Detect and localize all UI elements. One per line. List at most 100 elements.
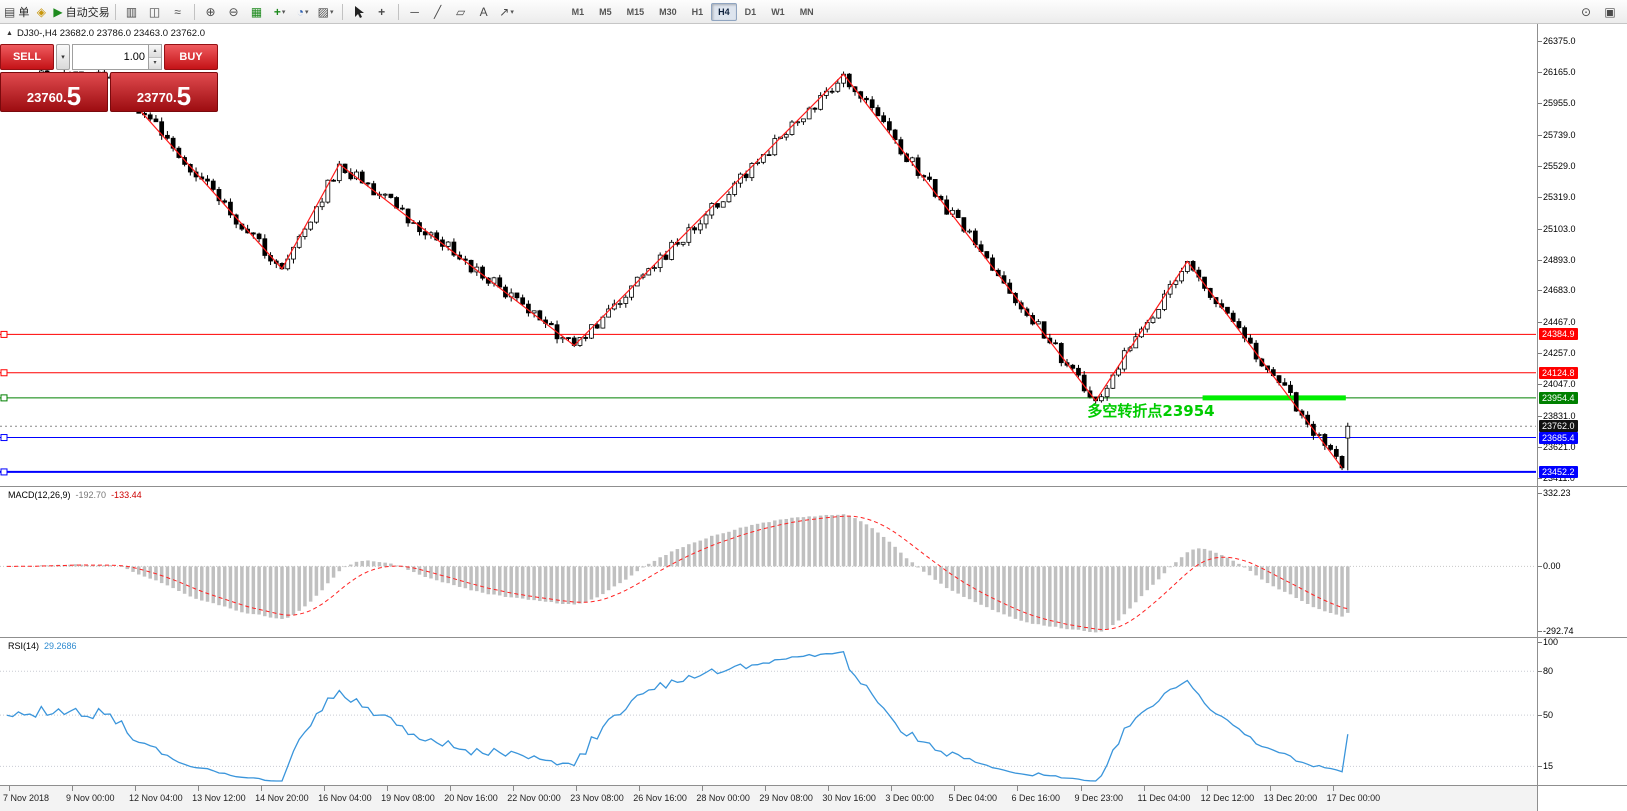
axis-tick-label: 80 xyxy=(1537,666,1554,677)
autotrade-button[interactable]: ▶ 自动交易 xyxy=(53,2,109,22)
trade-options-dropdown[interactable]: ▾ xyxy=(56,44,70,70)
sell-price-display[interactable]: 23760. 5 xyxy=(0,72,108,112)
chevron-down-icon: ▾ xyxy=(61,54,65,61)
sell-price-big-digit: 5 xyxy=(66,80,82,111)
candle-chart-button[interactable]: ◫ xyxy=(144,2,166,22)
docs-button[interactable]: ▣ xyxy=(1599,2,1621,22)
zoom-in-icon: ⊕ xyxy=(205,4,216,19)
axis-tick-label: 25319.0 xyxy=(1538,191,1576,202)
sell-price: 23760. xyxy=(26,90,67,105)
candlestick-chart[interactable]: 多空转折点23954 xyxy=(0,24,1537,486)
periods-button[interactable]: ◔ ▾ xyxy=(292,2,314,22)
arrow-tool-button[interactable]: ↗ ▾ xyxy=(496,2,518,22)
line-chart-icon: ≈ xyxy=(174,4,181,19)
axis-tick-label: 23831.0 xyxy=(1538,411,1576,422)
axis-tick-label: 332.23 xyxy=(1538,488,1571,498)
volume-input[interactable]: 1.00 ▴ ▾ xyxy=(72,44,162,70)
add-indicator-icon: + xyxy=(273,4,281,19)
rsi-panel[interactable] xyxy=(0,638,1537,786)
zoom-in-button[interactable]: ⊕ xyxy=(200,2,222,22)
time-axis-label: 28 Nov 00:00 xyxy=(696,786,750,803)
price-level-label: 23452.2 xyxy=(1539,465,1578,478)
timeframe-button-mn[interactable]: MN xyxy=(799,6,814,17)
axis-tick-label: 25103.0 xyxy=(1538,223,1576,234)
trade-panel-prices: 23760. 5 23770. 5 xyxy=(0,72,218,112)
timeframe-button-d1[interactable]: D1 xyxy=(744,6,757,17)
svg-text:多空转折点23954: 多空转折点23954 xyxy=(1087,402,1214,420)
tile-windows-icon: ▦ xyxy=(250,4,263,19)
timeframe-button-m1[interactable]: M1 xyxy=(571,6,585,17)
buy-button[interactable]: BUY xyxy=(164,44,218,70)
cursor-icon xyxy=(354,5,364,18)
axis-tick-label: 24683.0 xyxy=(1538,285,1576,296)
axis-tick-label: 24047.0 xyxy=(1538,379,1576,390)
channel-tool-button[interactable]: ▱ xyxy=(450,2,472,22)
new-order-button[interactable]: ▤ 单 xyxy=(4,2,29,22)
volume-stepper[interactable]: ▴ ▾ xyxy=(148,45,161,69)
time-axis-label: 11 Dec 04:00 xyxy=(1137,786,1191,803)
tile-windows-button[interactable]: ▦ xyxy=(246,2,268,22)
spin-down-icon[interactable]: ▾ xyxy=(149,57,161,69)
panel-divider[interactable] xyxy=(0,637,1627,638)
sell-button[interactable]: SELL xyxy=(0,44,54,70)
symbol-ohlc-header: ▲ DJ30-,H4 23682.0 23786.0 23463.0 23762… xyxy=(6,28,205,39)
buy-price-display[interactable]: 23770. 5 xyxy=(110,72,218,112)
rsi-title: RSI(14) xyxy=(8,641,40,651)
axis-tick-label: 100 xyxy=(1537,637,1559,647)
time-axis-label: 13 Nov 12:00 xyxy=(192,786,246,803)
time-axis-label: 20 Nov 16:00 xyxy=(444,786,498,803)
chart-marker-icon: ▲ xyxy=(6,30,13,37)
price-level-label: 24384.9 xyxy=(1539,328,1578,341)
crosshair-button[interactable]: + xyxy=(371,2,393,22)
timeframe-button-m5[interactable]: M5 xyxy=(599,6,612,17)
autotrade-label: 自动交易 xyxy=(65,6,110,19)
hline-tool-button[interactable]: ─ xyxy=(404,2,426,22)
time-axis-label: 7 Nov 2018 xyxy=(3,786,50,803)
text-tool-button[interactable]: A xyxy=(473,2,495,22)
price-axis[interactable]: 26375.0 26165.0 25955.0 25739.0 25529.0 25319… xyxy=(1537,24,1627,811)
chevron-down-icon: ▾ xyxy=(329,8,334,16)
time-axis-label: 29 Nov 08:00 xyxy=(759,786,813,803)
arrow-tool-icon: ↗ xyxy=(499,4,510,19)
time-axis-label: 5 Dec 04:00 xyxy=(948,786,997,803)
periods-icon: ◔ xyxy=(296,4,304,19)
new-order-label: 单 xyxy=(18,6,30,19)
axis-tick-label: 26165.0 xyxy=(1538,66,1576,77)
timeframe-button-w1[interactable]: W1 xyxy=(771,6,785,17)
add-indicator-button[interactable]: + ▾ xyxy=(269,2,291,22)
time-axis-label: 14 Nov 20:00 xyxy=(255,786,309,803)
cursor-button[interactable] xyxy=(348,2,370,22)
time-axis-label: 9 Nov 00:00 xyxy=(66,786,115,803)
spin-up-icon[interactable]: ▴ xyxy=(149,45,161,58)
time-axis-label: 26 Nov 16:00 xyxy=(633,786,687,803)
toolbar-separator xyxy=(193,3,195,20)
line-chart-button[interactable]: ≈ xyxy=(167,2,189,22)
autotrade-play-icon: ▶ xyxy=(53,4,63,19)
trade-panel-controls: SELL ▾ 1.00 ▴ ▾ BUY xyxy=(0,44,218,70)
panel-divider[interactable] xyxy=(0,486,1627,487)
panel-divider xyxy=(0,785,1627,786)
one-click-trading-panel: SELL ▾ 1.00 ▴ ▾ BUY 23760. 5 23770. 5 xyxy=(0,44,218,112)
timeframe-button-h4[interactable]: H4 xyxy=(711,2,737,21)
alerts-button[interactable]: ◈ xyxy=(30,2,52,22)
trendline-tool-button[interactable]: ╱ xyxy=(427,2,449,22)
zoom-out-button[interactable]: ⊖ xyxy=(223,2,245,22)
trendline-icon: ╱ xyxy=(433,4,442,19)
time-axis-label: 12 Nov 04:00 xyxy=(129,786,183,803)
templates-button[interactable]: ▨ ▾ xyxy=(315,2,337,22)
top-toolbar: ▤ 单 ◈ ▶ 自动交易 ▥ ◫ ≈ ⊕ ⊖ ▦ + ▾ ◔ ▾ ▨ ▾ + ─… xyxy=(0,0,1627,24)
price-level-label: 23685.4 xyxy=(1539,431,1578,444)
timeframe-group: M1 M5 M15 M30 H1 H4 D1 W1 MN xyxy=(565,2,821,21)
time-axis-label: 17 Dec 00:00 xyxy=(1326,786,1381,803)
timeframe-button-m30[interactable]: M30 xyxy=(659,6,677,17)
timeframe-button-h1[interactable]: H1 xyxy=(691,6,704,17)
axis-tick-label: 25529.0 xyxy=(1538,160,1576,171)
chevron-down-icon: ▾ xyxy=(281,8,286,16)
timeframe-button-m15[interactable]: M15 xyxy=(626,6,645,17)
macd-panel[interactable] xyxy=(0,487,1537,637)
buy-price: 23770. xyxy=(136,90,177,105)
bar-chart-button[interactable]: ▥ xyxy=(121,2,143,22)
search-button[interactable]: ⊙ xyxy=(1575,2,1597,22)
macd-signal-value: -133.44 xyxy=(111,490,142,500)
time-axis[interactable]: 7 Nov 2018 9 Nov 00:00 12 Nov 04:00 13 Nov … xyxy=(0,786,1537,811)
